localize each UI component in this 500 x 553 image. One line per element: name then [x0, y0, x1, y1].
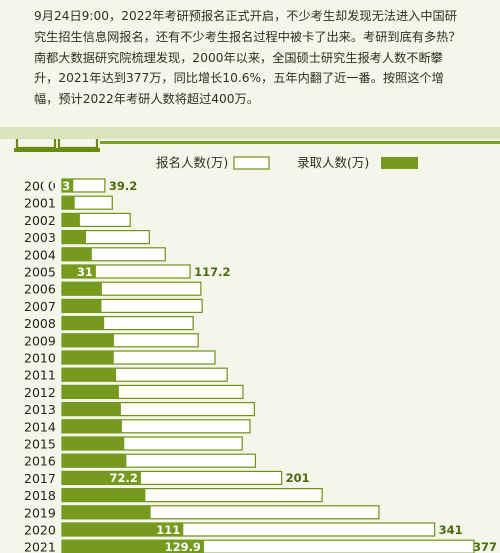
header-rule — [100, 141, 500, 144]
year-label-2001: 2001 — [24, 196, 56, 211]
admit-bar-2012 — [62, 385, 119, 399]
year-label-2014: 2014 — [24, 419, 56, 434]
admit-bar-2004 — [62, 247, 92, 261]
admit-bar-2018 — [62, 488, 146, 502]
header-band — [0, 127, 500, 139]
year-label-2005: 2005 — [24, 265, 56, 280]
admit-value-2020: 111 — [156, 523, 180, 537]
admit-value-2017: 72.2 — [110, 471, 138, 485]
admit-bar-2003 — [62, 230, 87, 244]
admit-bar-2009 — [62, 333, 114, 347]
year-label-2021: 2021 — [24, 540, 56, 553]
admit-bar-2007 — [62, 299, 102, 313]
legend-apply-swatch — [233, 156, 270, 170]
apply-value-2020: 341 — [439, 523, 463, 537]
admit-bar-2015 — [62, 437, 125, 450]
apply-value-2000: 39.2 — [109, 179, 137, 193]
admit-bar-2013 — [62, 402, 121, 416]
admit-value-2021: 129.9 — [165, 540, 201, 553]
year-label-2007: 2007 — [24, 299, 56, 314]
year-label-2016: 2016 — [24, 454, 56, 469]
legend-admit-swatch — [381, 157, 418, 169]
intro-paragraph: 9月24日9:00，2022年考研预报名正式开启，不少考生却发现无法进入中国研究… — [34, 9, 461, 107]
admit-bar-2020 — [62, 523, 184, 536]
admit-bar-2021 — [62, 540, 204, 553]
admit-bar-2017 — [62, 471, 141, 485]
legend-admit-label: 录取人数(万) — [297, 155, 369, 170]
year-label-2020: 2020 — [24, 523, 56, 538]
admit-value-2000: 10.3 — [42, 179, 70, 193]
year-label-2003: 2003 — [24, 230, 56, 245]
admit-bar-2006 — [62, 282, 102, 296]
admit-bar-2010 — [62, 351, 114, 364]
legend-apply-label: 报名人数(万) — [156, 155, 228, 170]
year-label-2019: 2019 — [24, 505, 56, 520]
year-label-2002: 2002 — [24, 213, 56, 228]
year-label-2018: 2018 — [24, 488, 56, 503]
admit-bar-2002 — [62, 213, 80, 227]
year-label-2009: 2009 — [24, 333, 56, 348]
admit-bar-2016 — [62, 454, 127, 468]
year-label-2000: 2000 — [24, 179, 56, 194]
admit-bar-2019 — [62, 505, 151, 519]
admit-bar-2011 — [62, 368, 117, 382]
year-label-2011: 2011 — [24, 368, 56, 383]
year-label-2012: 2012 — [24, 385, 56, 400]
admit-bar-2008 — [62, 316, 105, 330]
year-label-2017: 2017 — [24, 471, 56, 486]
admit-bar-2014 — [62, 419, 122, 433]
year-label-2013: 2013 — [24, 402, 56, 417]
apply-value-2017: 201 — [286, 471, 310, 485]
admit-bar-2005 — [62, 265, 96, 278]
year-label-2006: 2006 — [24, 282, 56, 297]
year-label-2015: 2015 — [24, 437, 56, 452]
year-label-2010: 2010 — [24, 351, 56, 366]
admit-value-2005: 31 — [77, 265, 93, 279]
apply-value-2005: 117.2 — [194, 265, 230, 279]
year-label-2004: 2004 — [24, 247, 56, 262]
admit-bar-2000 — [62, 179, 74, 192]
apply-value-2021: 377 — [473, 540, 497, 553]
year-label-2008: 2008 — [24, 316, 56, 331]
admit-bar-2001 — [62, 196, 75, 210]
